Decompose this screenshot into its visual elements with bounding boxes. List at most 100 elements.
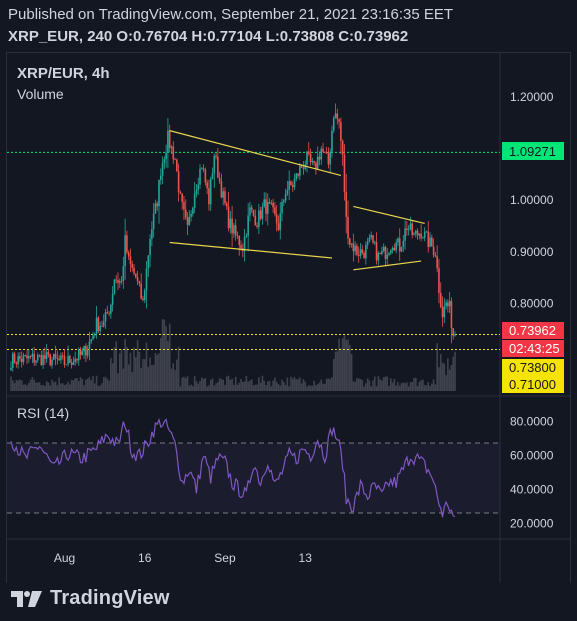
candle-body	[19, 356, 21, 359]
last-price-label: 0.73962	[509, 323, 556, 338]
candle-body	[165, 152, 167, 160]
price-pane[interactable]	[7, 53, 500, 396]
candle-body	[197, 184, 200, 191]
candle-body	[343, 154, 346, 193]
volume-bar	[268, 381, 271, 391]
rsi-legend[interactable]: RSI (14)	[17, 405, 69, 421]
candle-body	[420, 233, 422, 238]
candle-body	[391, 247, 394, 251]
candle-body	[83, 345, 85, 352]
volume-bar	[311, 385, 314, 391]
volume-bar	[108, 380, 110, 391]
volume-bar	[97, 386, 100, 391]
tradingview-logo[interactable]: TradingView	[10, 587, 170, 610]
candle-body	[318, 156, 321, 160]
volume-bar	[133, 347, 135, 391]
volume-bar	[218, 378, 221, 391]
volume-legend[interactable]: Volume	[17, 86, 64, 102]
volume-bar	[436, 343, 438, 391]
candle-body	[245, 235, 248, 237]
ohlc-readout: XRP_EUR, 240 O:0.76704 H:0.77104 L:0.738…	[8, 28, 409, 45]
candle-body	[11, 353, 14, 368]
volume-bar	[331, 377, 333, 391]
volume-bar	[284, 385, 287, 391]
chart-frame[interactable]: 1.200001.100001.000000.900000.8000080.00…	[6, 52, 571, 597]
volume-bar	[245, 375, 248, 391]
candle-body	[202, 168, 205, 170]
volume-bar	[159, 338, 162, 391]
symbol-legend[interactable]: XRP/EUR, 4h	[17, 65, 110, 82]
candle-body	[151, 228, 153, 239]
volume-bar	[90, 380, 93, 391]
volume-bar	[54, 381, 57, 391]
candle-body	[195, 190, 198, 194]
candle-body	[108, 313, 110, 315]
candle-body	[406, 228, 408, 230]
chart-canvas[interactable]: 1.200001.100001.000000.900000.8000080.00…	[7, 53, 570, 584]
price-tick-label: 0.80000	[510, 296, 554, 310]
candle-body	[192, 207, 194, 215]
volume-bar	[33, 379, 35, 391]
volume-bar	[184, 378, 187, 391]
volume-bar	[135, 357, 137, 391]
time-tick-label: Aug	[54, 551, 75, 565]
volume-bar	[63, 385, 66, 391]
volume-bar	[290, 376, 292, 391]
candle-body	[127, 252, 130, 257]
candle-body	[366, 241, 369, 245]
candle-body	[315, 162, 317, 169]
volume-bar	[154, 352, 157, 391]
candle-body	[386, 254, 389, 259]
volume-bar	[377, 376, 380, 391]
volume-bar	[52, 382, 55, 391]
volume-bar	[406, 382, 408, 391]
volume-bar	[439, 354, 442, 391]
candle-body	[163, 159, 166, 163]
candle-body	[52, 353, 55, 360]
candle-body	[256, 225, 258, 227]
volume-bar	[277, 384, 280, 391]
level-high-badge: 1.09271	[502, 142, 564, 160]
candle-body	[33, 353, 35, 363]
volume-bar	[122, 368, 125, 391]
volume-bar	[402, 382, 405, 391]
volume-bar	[140, 367, 142, 391]
volume-bar	[293, 376, 296, 391]
volume-bar	[397, 382, 399, 391]
candle-body	[286, 190, 289, 195]
candle-body	[427, 231, 430, 247]
candle-body	[133, 267, 135, 274]
candle-body	[209, 178, 212, 205]
rsi-pane[interactable]	[7, 396, 500, 539]
candle-body	[159, 175, 162, 180]
volume-bar	[72, 380, 75, 391]
candle-body	[35, 360, 37, 363]
volume-bar	[145, 342, 148, 391]
candle-body	[348, 238, 351, 245]
candle-body	[120, 280, 123, 282]
volume-bar	[256, 384, 258, 391]
volume-bar	[350, 353, 353, 391]
candle-body	[231, 218, 233, 234]
volume-bar	[99, 385, 101, 391]
candle-body	[302, 167, 305, 169]
volume-bar	[274, 377, 276, 391]
candle-body	[452, 327, 455, 336]
volume-bar	[334, 351, 337, 391]
volume-bar	[197, 383, 200, 391]
candle-body	[220, 181, 223, 198]
candle-body	[379, 252, 381, 255]
candle-body	[279, 213, 282, 230]
volume-bar	[400, 383, 403, 391]
candle-body	[322, 148, 324, 152]
candle-body	[20, 358, 23, 363]
volume-bar	[306, 386, 308, 391]
volume-bar	[438, 367, 440, 391]
candle-body	[320, 148, 323, 160]
volume-bar	[138, 351, 141, 391]
volume-bar	[143, 359, 146, 391]
candle-body	[186, 217, 189, 225]
volume-bar	[375, 386, 378, 391]
volume-bar	[115, 341, 118, 391]
time-tick-label: 16	[138, 551, 152, 565]
